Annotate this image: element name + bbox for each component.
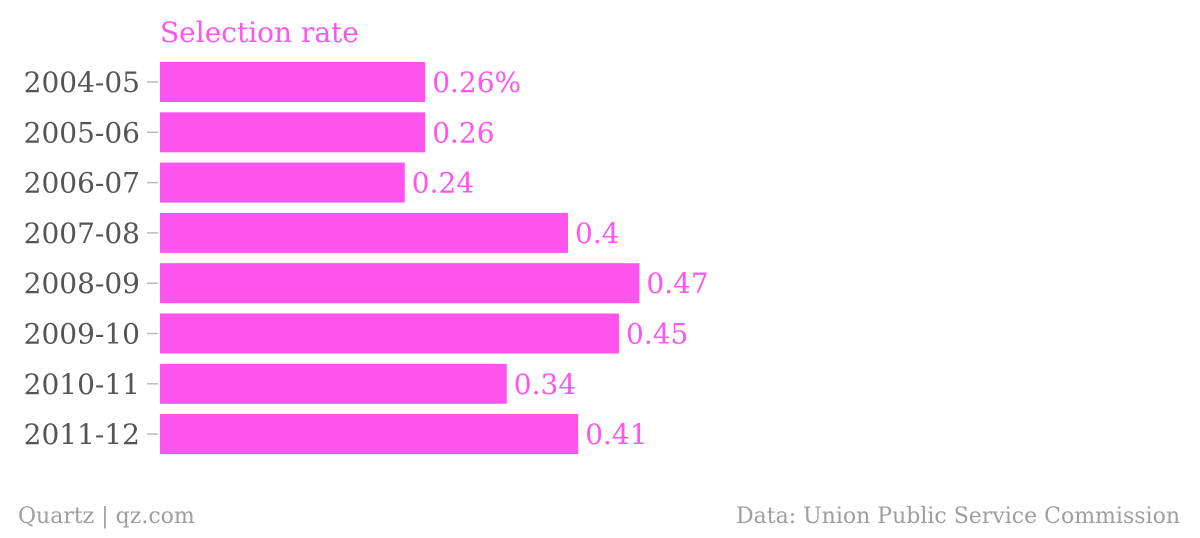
category-label: 2009-10 (24, 318, 140, 351)
bar (160, 212, 568, 253)
category-label: 2004-05 (24, 66, 140, 99)
bar (160, 263, 640, 304)
bar (160, 62, 426, 102)
category-label: 2011-12 (24, 418, 140, 451)
value-label: 0.4 (575, 217, 620, 250)
category-label: 2008-09 (24, 267, 140, 300)
value-label: 0.34 (514, 368, 576, 401)
bar (160, 414, 579, 455)
bar (160, 112, 426, 153)
footer-source: Data: Union Public Service Commission (736, 504, 1180, 529)
category-label: 2005-06 (24, 116, 140, 149)
footer-brand: Quartz | qz.com (18, 504, 195, 529)
category-label: 2007-08 (24, 217, 140, 250)
value-label: 0.26 (432, 116, 494, 149)
bar (160, 162, 405, 203)
value-label: 0.45 (626, 318, 688, 351)
category-label: 2010-11 (24, 368, 140, 401)
chart-title: Selection rate (160, 16, 359, 49)
value-label: 0.41 (585, 418, 647, 451)
value-label: 0.47 (646, 267, 708, 300)
category-label: 2006-07 (24, 167, 140, 200)
value-label: 0.24 (412, 167, 474, 200)
bar (160, 363, 507, 404)
value-label: 0.26% (432, 66, 521, 99)
bar (160, 313, 619, 354)
